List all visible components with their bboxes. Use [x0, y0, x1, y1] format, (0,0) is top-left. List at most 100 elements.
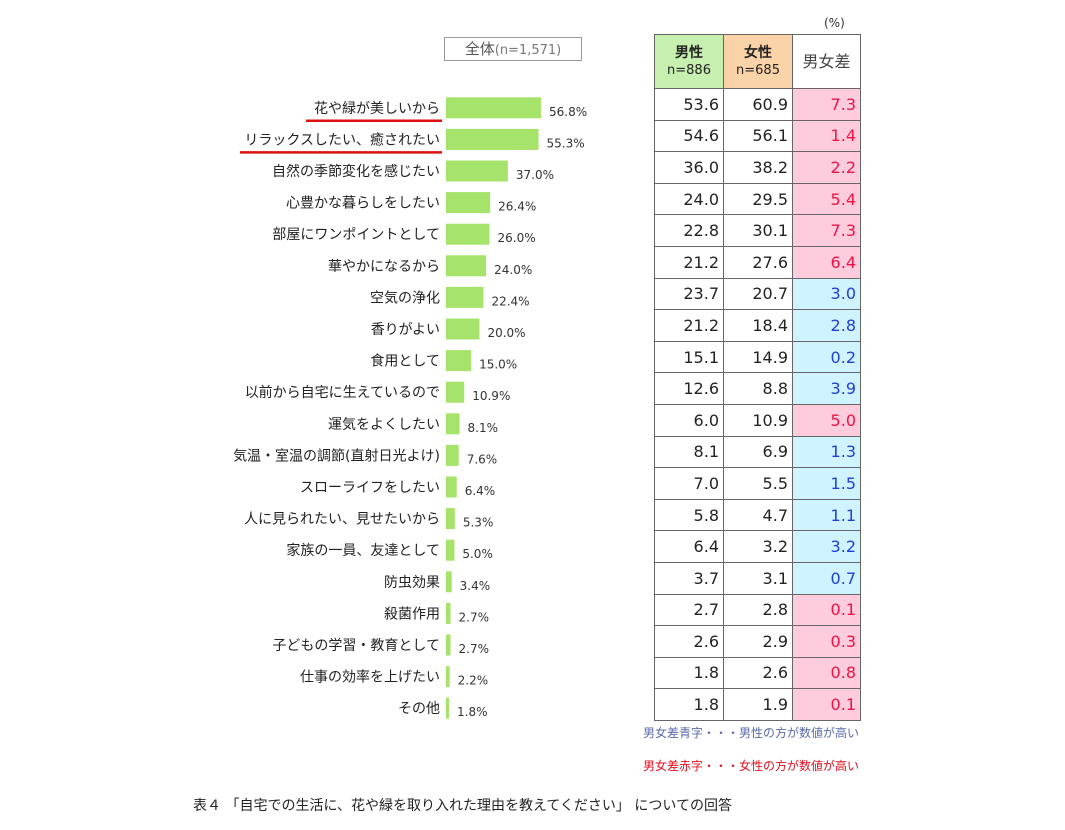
bar	[446, 350, 472, 372]
table-row: 23.7 20.7 3.0	[654, 277, 861, 311]
cell-gap: 0.8	[792, 656, 861, 690]
cell-female: 14.9	[723, 340, 793, 374]
cell-male: 2.7	[654, 593, 724, 627]
cell-female: 10.9	[723, 403, 793, 437]
value-label: 5.3%	[463, 516, 494, 530]
bar	[446, 192, 491, 214]
cell-male: 24.0	[654, 182, 724, 216]
category-label: 防虫効果	[384, 575, 440, 591]
value-label: 5.0%	[462, 547, 493, 561]
header-male: 男性 n=886	[654, 34, 724, 89]
cell-male: 54.6	[654, 119, 724, 153]
bar	[446, 413, 460, 435]
table-row: 5.8 4.7 1.1	[654, 498, 861, 532]
legend-total: 全体(n=1,571)	[444, 37, 582, 61]
category-label: 心豊かな暮らしをしたい	[286, 196, 440, 212]
table-row: 7.0 5.5 1.5	[654, 467, 861, 500]
category-label: 華やかになるから	[328, 259, 440, 275]
cell-male: 5.8	[654, 498, 724, 532]
category-label: 自然の季節変化を感じたい	[272, 163, 440, 180]
cell-male: 7.0	[654, 467, 724, 500]
header-gap: 男女差	[792, 34, 861, 89]
bar	[446, 318, 480, 340]
cell-female: 60.9	[723, 88, 793, 121]
cell-female: 5.5	[723, 467, 793, 500]
cell-female: 20.7	[723, 277, 793, 311]
cell-male: 21.2	[654, 245, 724, 279]
table-row: 2.6 2.9 0.3	[654, 625, 861, 658]
category-label: 食用として	[370, 353, 440, 370]
bar	[446, 128, 539, 150]
cell-female: 4.7	[723, 498, 793, 532]
table-row: 24.0 29.5 5.4	[654, 182, 861, 216]
value-label: 26.4%	[498, 200, 536, 214]
cell-gap: 0.3	[792, 625, 861, 658]
header-female: 女性 n=685	[723, 34, 793, 89]
cell-gap: 0.7	[792, 561, 861, 595]
cell-female: 8.8	[723, 372, 793, 405]
category-label: スローライフをしたい	[300, 480, 440, 496]
value-label: 6.4%	[465, 484, 496, 498]
cell-gap: 5.4	[792, 182, 861, 216]
cell-female: 1.9	[723, 688, 793, 721]
cell-female: 18.4	[723, 309, 793, 342]
table-row: 15.1 14.9 0.2	[654, 340, 861, 374]
cell-male: 1.8	[654, 656, 724, 690]
value-label: 55.3%	[546, 136, 584, 150]
table-row: 53.6 60.9 7.3	[654, 88, 861, 121]
unit-label: (%)	[824, 16, 845, 30]
value-label: 8.1%	[468, 421, 499, 435]
category-label: 空気の浄化	[370, 290, 440, 306]
table-row: 1.8 1.9 0.1	[654, 688, 861, 721]
header-female-label: 女性	[744, 44, 772, 61]
table-row: 21.2 18.4 2.8	[654, 309, 861, 342]
cell-male: 53.6	[654, 88, 724, 121]
table-row: 3.7 3.1 0.7	[654, 561, 861, 595]
cell-gap: 5.0	[792, 403, 861, 437]
value-label: 2.2%	[458, 674, 489, 688]
value-label: 26.0%	[497, 231, 535, 245]
bar	[446, 602, 451, 624]
cell-female: 38.2	[723, 151, 793, 184]
category-label: リラックスしたい、癒されたい	[244, 132, 440, 148]
cell-male: 1.8	[654, 688, 724, 721]
cell-female: 2.9	[723, 625, 793, 658]
table-row: 6.0 10.9 5.0	[654, 403, 861, 437]
bar	[446, 223, 490, 245]
cell-male: 36.0	[654, 151, 724, 184]
table-row: 54.6 56.1 1.4	[654, 119, 861, 153]
cell-male: 6.4	[654, 530, 724, 563]
cell-female: 27.6	[723, 245, 793, 279]
category-label: 家族の一員、友達として	[286, 542, 440, 559]
value-label: 2.7%	[459, 610, 490, 624]
note-red: 男女差赤字・・・女性の方が数値が高い	[642, 759, 859, 773]
cell-female: 3.1	[723, 561, 793, 595]
note-blue: 男女差青字・・・男性の方が数値が高い	[642, 726, 859, 740]
bar	[446, 571, 452, 593]
table-row: 6.4 3.2 3.2	[654, 530, 861, 563]
value-label: 1.8%	[457, 705, 488, 719]
value-label: 3.4%	[460, 579, 491, 593]
category-label: その他	[398, 701, 440, 717]
value-label: 15.0%	[479, 358, 517, 372]
cell-gap: 0.1	[792, 593, 861, 627]
table-header-row: 男性 n=886 女性 n=685 男女差	[654, 34, 861, 89]
cell-gap: 1.4	[792, 119, 861, 153]
category-label: 殺菌作用	[384, 606, 440, 622]
cell-gap: 7.3	[792, 214, 861, 247]
table-row: 21.2 27.6 6.4	[654, 245, 861, 279]
table-row: 8.1 6.9 1.3	[654, 435, 861, 469]
table-row: 36.0 38.2 2.2	[654, 151, 861, 184]
bar-chart: 花や緑が美しいから 56.8% リラックスしたい、癒されたい 55.3% 自然の季節変化…	[233, 97, 587, 719]
cell-female: 2.8	[723, 593, 793, 627]
cell-female: 2.6	[723, 656, 793, 690]
value-label: 10.9%	[472, 389, 510, 403]
bar	[446, 255, 487, 277]
cell-gap: 1.3	[792, 435, 861, 469]
cell-male: 2.6	[654, 625, 724, 658]
table-row: 12.6 8.8 3.9	[654, 372, 861, 405]
value-label: 37.0%	[516, 168, 554, 182]
cell-female: 6.9	[723, 435, 793, 469]
cell-gap: 0.1	[792, 688, 861, 721]
bar	[446, 634, 451, 656]
